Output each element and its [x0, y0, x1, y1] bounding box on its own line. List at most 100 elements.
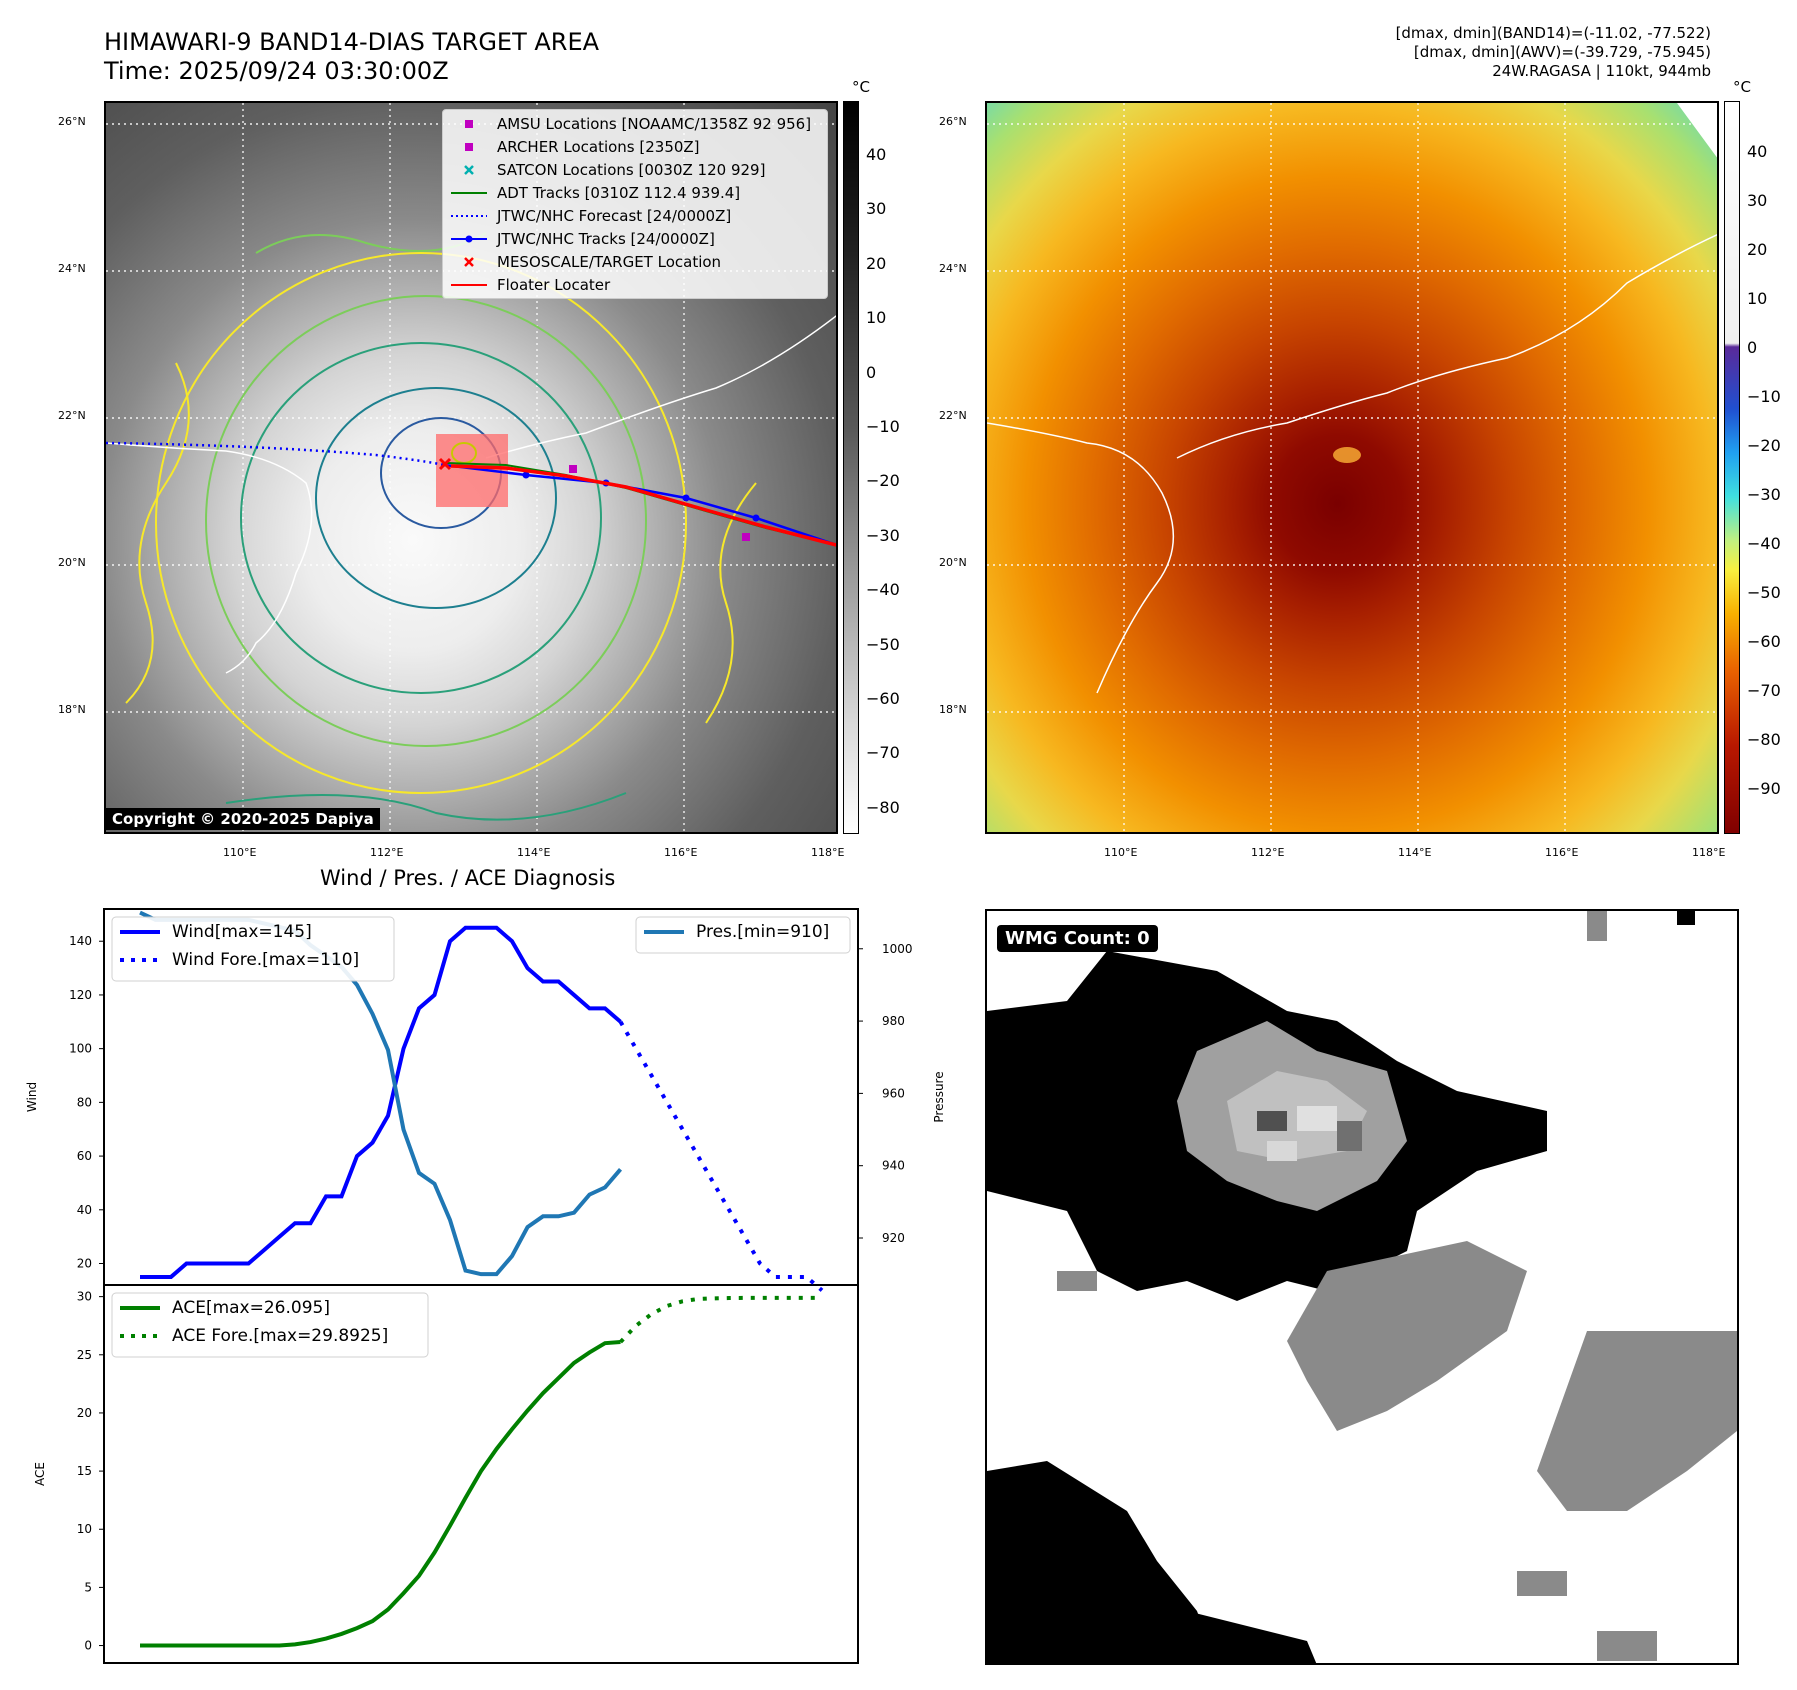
ace-axis-label: ACE [33, 1462, 47, 1486]
lat-tick-label: 20°N [939, 556, 967, 569]
right-colorbar-unit: °C [1733, 78, 1751, 96]
diagnosis-title: Wind / Pres. / ACE Diagnosis [320, 866, 616, 890]
right-colorbar [1724, 101, 1740, 834]
legend-entry: ADT Tracks [0310Z 112.4 939.4] [443, 181, 827, 204]
wind-ytick-label: 60 [77, 1149, 92, 1163]
target-marker [438, 457, 452, 471]
ace-ytick-label: 10 [77, 1522, 92, 1536]
wind-axis-label: Wind [25, 1082, 39, 1112]
colorbar-tick-label: 20 [1747, 240, 1768, 259]
legend-symbol [449, 183, 489, 203]
lat-tick-label: 18°N [58, 703, 86, 716]
archer-marker [742, 533, 750, 541]
colorbar-tick-label: −10 [866, 417, 900, 436]
colorbar-tick-label: 30 [866, 199, 887, 219]
lat-tick-label: 22°N [939, 409, 967, 422]
ace-ytick-label: 30 [77, 1290, 92, 1304]
colorbar-tick-label: 30 [1747, 191, 1768, 210]
wind-legend [111, 916, 395, 982]
lat-tick-label: 24°N [58, 262, 86, 275]
wmg-count-badge: WMG Count: 0 [997, 925, 1158, 952]
legend-label: ACE[max=26.095] [172, 1298, 330, 1318]
contour-teal [240, 342, 602, 694]
stats-awv: [dmax, dmin](AWV)=(-39.729, -75.945) [1413, 43, 1711, 61]
colorbar-tick-label: −80 [866, 797, 900, 817]
pres-ytick-label: 1000 [882, 942, 913, 956]
wind-ytick-label: 20 [77, 1257, 92, 1271]
legend-label: ACE Fore.[max=29.8925] [172, 1326, 388, 1346]
legend-symbol [449, 229, 489, 249]
colorbar-tick-label: −30 [866, 525, 900, 545]
colorbar-tick-label: −20 [866, 471, 900, 491]
lon-tick-label: 110°E [1104, 846, 1138, 859]
colorbar-tick-label: −30 [1747, 485, 1781, 504]
lon-tick-label: 116°E [1545, 846, 1579, 859]
chart-title: HIMAWARI-9 BAND14-DIAS TARGET AREA [104, 28, 600, 56]
colorbar-tick-label: −60 [1747, 632, 1781, 651]
lat-tick-label: 24°N [939, 262, 967, 275]
legend-entry: JTWC/NHC Forecast [24/0000Z] [443, 204, 827, 227]
ace-ytick-label: 20 [77, 1406, 92, 1420]
wind-ytick-label: 40 [77, 1203, 92, 1217]
chart-time: Time: 2025/09/24 03:30:00Z [104, 57, 449, 85]
jtwc-track [443, 463, 836, 546]
ace-ytick-label: 15 [77, 1464, 92, 1478]
map-legend: AMSU Locations [NOAAMC/1358Z 92 956] ARCH… [442, 109, 828, 299]
colorbar-tick-label: 40 [866, 145, 887, 164]
legend-symbol [449, 137, 489, 157]
legend-label: AMSU Locations [NOAAMC/1358Z 92 956] [497, 114, 812, 133]
pres-ytick-label: 940 [882, 1159, 905, 1173]
lat-tick-label: 20°N [58, 556, 86, 569]
legend-symbol [449, 114, 489, 134]
legend-symbol [449, 160, 489, 180]
stats-band14: [dmax, dmin](BAND14)=(-11.02, -77.522) [1395, 24, 1711, 42]
legend-label: JTWC/NHC Forecast [24/0000Z] [497, 206, 732, 225]
lon-tick-label: 114°E [517, 846, 551, 859]
colorbar-tick-label: 40 [1747, 142, 1768, 161]
lon-tick-label: 112°E [370, 846, 404, 859]
legend-entry: ARCHER Locations [2350Z] [443, 135, 827, 158]
legend-label: ADT Tracks [0310Z 112.4 939.4] [497, 183, 741, 202]
wind-ytick-label: 140 [69, 934, 92, 948]
legend-label: Wind Fore.[max=110] [172, 950, 359, 970]
legend-entry: MESOSCALE/TARGET Location [443, 250, 827, 273]
colorbar-tick-label: −20 [1747, 436, 1781, 455]
colorbar-tick-label: −90 [1747, 779, 1781, 798]
ace-series-line [140, 1339, 621, 1648]
legend-label: SATCON Locations [0030Z 120 929] [497, 160, 766, 179]
pressure-axis-label: Pressure [932, 1071, 946, 1122]
colorbar-tick-label: −70 [866, 743, 900, 763]
legend-symbol [449, 252, 489, 272]
colorbar-tick-label: −70 [1747, 681, 1781, 700]
copyright-label: Copyright © 2020-2025 Dapiya [106, 808, 380, 830]
lat-tick-label: 18°N [939, 703, 967, 716]
ace-forecast-line [619, 1295, 822, 1344]
wmg-overlay [987, 911, 1737, 1663]
colorbar-tick-label: −60 [866, 689, 900, 708]
left-colorbar-unit: °C [852, 78, 870, 96]
lon-tick-label: 114°E [1398, 846, 1432, 859]
wind-ytick-label: 120 [69, 988, 92, 1002]
legend-entry: JTWC/NHC Tracks [24/0000Z] [443, 227, 827, 250]
colorbar-tick-label: 0 [866, 362, 877, 382]
coastline [106, 315, 836, 674]
wind-ytick-label: 100 [69, 1042, 92, 1056]
ace-ytick-label: 5 [84, 1580, 92, 1594]
legend-symbol [449, 275, 489, 295]
pressure-legend [635, 916, 851, 954]
colorbar-tick-label: −40 [866, 580, 900, 600]
pres-ytick-label: 980 [882, 1014, 905, 1028]
colorbar-tick-label: 0 [1747, 338, 1758, 357]
ace-ytick-label: 25 [77, 1348, 92, 1362]
wind-forecast-line [618, 1020, 824, 1292]
contour-yellow-outer [155, 252, 687, 794]
lon-tick-label: 118°E [1692, 846, 1726, 859]
colorbar-tick-label: −80 [1747, 730, 1781, 749]
contour-green [205, 295, 647, 747]
legend-entry: SATCON Locations [0030Z 120 929] [443, 158, 827, 181]
colorbar-tick-label: −10 [1747, 387, 1781, 406]
lat-tick-label: 22°N [58, 409, 86, 422]
amsu-marker [569, 465, 577, 473]
legend-label: Pres.[min=910] [696, 922, 829, 942]
legend-entry: AMSU Locations [NOAAMC/1358Z 92 956] [443, 112, 827, 135]
